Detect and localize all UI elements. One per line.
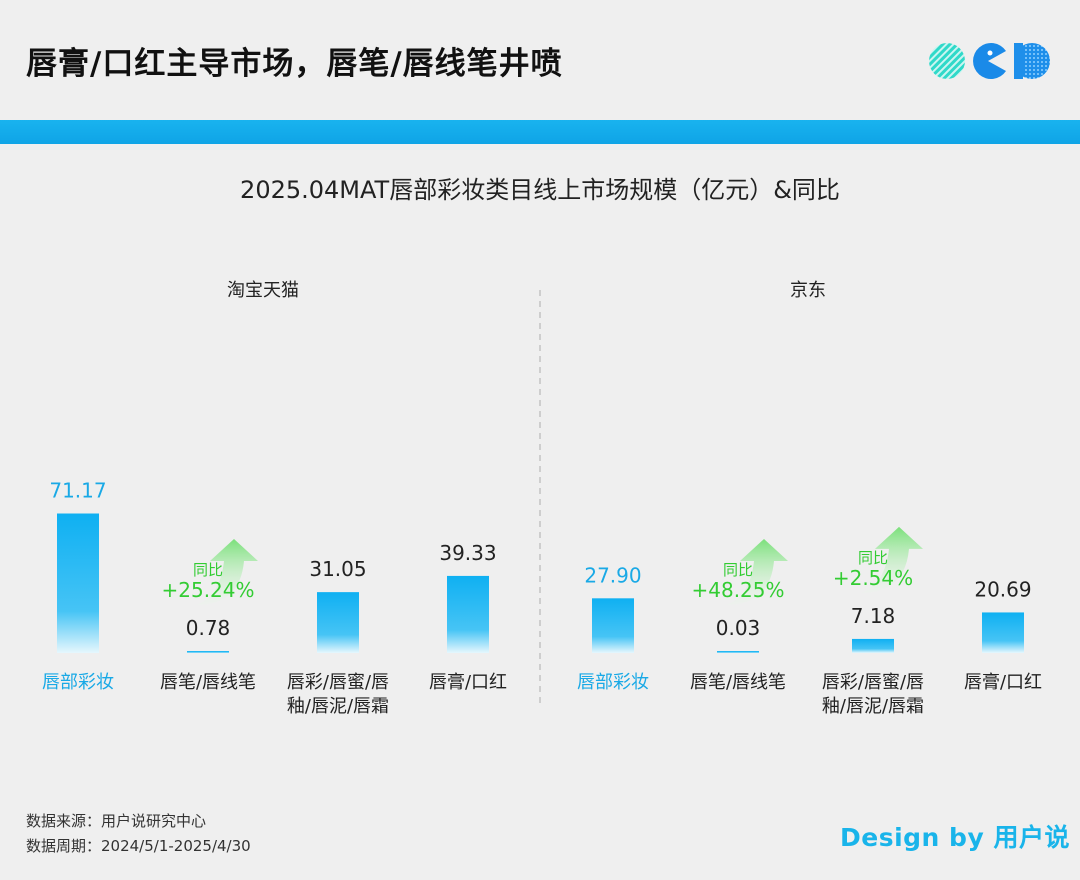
panel-title: 淘宝天猫	[227, 280, 299, 301]
logo-circle-stripe	[929, 43, 965, 79]
data-label: 31.05	[309, 557, 366, 581]
data-label: 39.33	[439, 541, 496, 565]
title-band	[0, 120, 1080, 144]
bar	[57, 513, 99, 653]
data-label: 20.69	[974, 577, 1031, 601]
panel-title: 京东	[790, 280, 826, 301]
data-label: 0.03	[716, 616, 761, 640]
category-label: 唇膏/口红	[964, 671, 1042, 693]
yoy-value: +25.24%	[161, 578, 254, 602]
category-label: 唇彩/唇蜜/唇	[287, 672, 389, 693]
category-label: 唇部彩妆	[42, 672, 114, 693]
category-label: 釉/唇泥/唇霜	[822, 696, 924, 717]
data-label: 71.17	[49, 479, 106, 503]
category-label: 唇彩/唇蜜/唇	[822, 672, 924, 693]
bar	[187, 651, 229, 653]
yoy-label: 同比	[723, 561, 753, 579]
bar	[982, 612, 1024, 653]
category-label: 唇膏/口红	[429, 671, 507, 693]
brand-logo	[929, 43, 1050, 79]
data-label: 27.90	[584, 563, 641, 587]
logo-pacman	[973, 43, 1006, 79]
yoy-value: +48.25%	[691, 578, 784, 602]
bar	[447, 575, 489, 653]
chart-title: 2025.04MAT唇部彩妆类目线上市场规模（亿元）&同比	[240, 176, 840, 204]
yoy-arrow	[861, 526, 923, 593]
yoy-arrow	[726, 539, 788, 605]
category-label: 唇笔/唇线笔	[690, 672, 786, 693]
bar	[852, 638, 894, 653]
bar	[592, 598, 634, 653]
category-label: 唇部彩妆	[577, 672, 649, 693]
chart: 淘宝天猫71.17唇部彩妆0.78唇笔/唇线笔31.05唇彩/唇蜜/唇釉/唇泥/…	[42, 280, 1042, 717]
data-label: 7.18	[851, 604, 896, 628]
yoy-label: 同比	[858, 549, 888, 567]
bar	[717, 651, 759, 653]
yoy-arrow	[196, 539, 258, 605]
yoy-label: 同比	[193, 561, 223, 579]
brand-signature: Design by 用户说	[840, 823, 1070, 852]
yoy-value: +2.54%	[833, 566, 913, 590]
category-label: 釉/唇泥/唇霜	[287, 696, 389, 717]
footer-source: 数据来源：用户说研究中心	[26, 812, 207, 830]
footer-period: 数据周期：2024/5/1-2025/4/30	[26, 837, 251, 855]
data-label: 0.78	[186, 616, 231, 640]
category-label: 唇笔/唇线笔	[160, 672, 256, 693]
page-title: 唇膏/口红主导市场，唇笔/唇线笔井喷	[26, 46, 563, 82]
bar	[317, 592, 359, 653]
